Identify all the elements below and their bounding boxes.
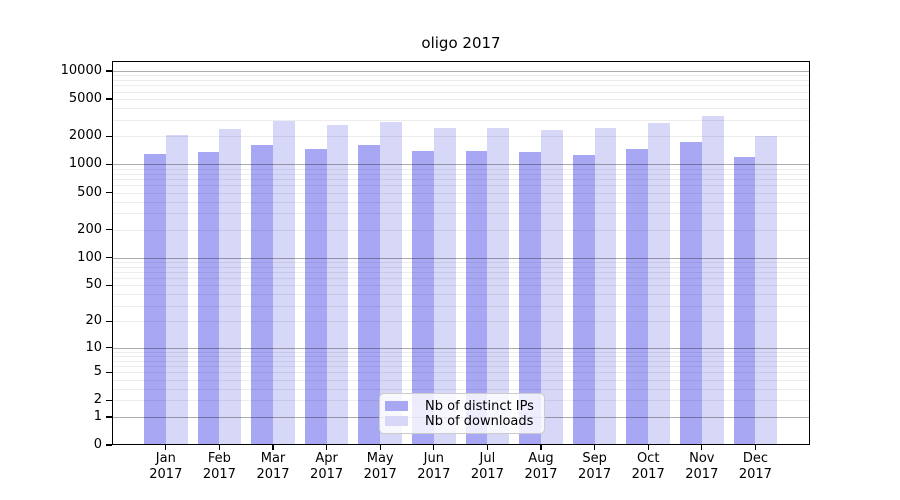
x-tick-label-feb: Feb 2017 [202,451,236,482]
x-tick-label-nov: Nov 2017 [685,451,719,482]
legend: Nb of distinct IPs Nb of downloads [379,393,545,434]
y-tick-label-50: 50 [85,277,102,293]
legend-label-downloads: Nb of downloads [425,413,534,429]
x-tick-mark-aug [540,445,542,450]
y-tick-mark-500 [106,191,112,194]
legend-item-downloads: Nb of downloads [385,413,538,429]
x-tick-mark-feb [218,445,221,450]
legend-swatch-distinct-ips [385,401,408,411]
bar-ips-sep [572,155,595,445]
bar-ips-mar [251,145,273,445]
x-tick-mark-sep [593,445,596,450]
y-tick-label-2000: 2000 [68,128,102,144]
y-tick-mark-50 [106,284,112,287]
bar-ips-may [358,144,381,445]
y-tick-mark-1 [106,416,112,418]
x-tick-label-dec: Dec 2017 [738,451,772,482]
y-tick-mark-1000 [106,163,112,166]
bar-downloads-mar [273,121,295,445]
x-tick-label-may: May 2017 [363,451,397,482]
bar-ips-feb [197,151,220,445]
chart-title: oligo 2017 [421,34,501,52]
bar-downloads-jul [487,128,510,445]
y-tick-mark-2000 [106,135,112,138]
bar-downloads-aug [541,130,563,445]
y-tick-mark-200 [106,228,112,231]
y-tick-label-20: 20 [85,313,102,329]
bar-downloads-jun [433,128,456,445]
legend-item-distinct-ips: Nb of distinct IPs [385,398,538,414]
bar-ips-jul [465,151,488,445]
y-tick-label-5: 5 [93,364,102,380]
x-tick-label-sep: Sep 2017 [578,451,612,482]
y-tick-mark-10000 [106,70,112,72]
bar-downloads-apr [326,125,349,445]
legend-swatch-downloads [385,416,408,426]
bar-downloads-sep [594,128,617,445]
x-tick-mark-jul [486,445,489,450]
x-tick-mark-apr [325,445,328,450]
bar-ips-aug [519,152,541,445]
x-tick-mark-mar [272,445,274,450]
x-tick-label-mar: Mar 2017 [256,451,290,482]
x-tick-label-apr: Apr 2017 [310,451,344,482]
x-tick-mark-oct [647,445,649,450]
y-tick-mark-5 [106,371,112,373]
bar-ips-jun [412,150,434,445]
y-tick-label-5000: 5000 [68,91,102,107]
x-tick-mark-jun [433,445,435,450]
bar-downloads-feb [219,129,242,445]
bar-ips-apr [304,148,327,445]
y-tick-mark-0 [106,444,112,446]
bar-ips-dec [733,156,756,445]
y-tick-label-2: 2 [93,392,102,408]
y-tick-label-0: 0 [93,437,102,452]
y-tick-label-1: 1 [93,408,102,424]
x-tick-mark-may [379,445,381,450]
bar-downloads-oct [648,123,670,445]
x-tick-mark-dec [754,445,757,450]
bar-downloads-jan [165,134,188,445]
y-tick-label-10000: 10000 [60,63,102,78]
y-tick-label-500: 500 [77,184,102,200]
y-tick-label-1000: 1000 [68,156,102,172]
x-tick-label-aug: Aug 2017 [524,451,558,482]
x-tick-label-jul: Jul 2017 [470,451,504,482]
y-tick-mark-100 [106,256,112,259]
x-tick-mark-jan [165,445,167,450]
y-tick-label-200: 200 [77,221,102,237]
bar-ips-nov [680,141,702,445]
bar-downloads-nov [701,116,724,445]
x-tick-label-jun: Jun 2017 [417,451,451,482]
x-tick-label-jan: Jan 2017 [149,451,183,482]
legend-label-distinct-ips: Nb of distinct IPs [425,398,534,414]
y-tick-mark-10 [106,346,112,349]
y-tick-label-10: 10 [85,339,102,355]
bar-ips-oct [626,148,649,445]
bars-layer [112,61,810,445]
y-tick-mark-2 [106,399,112,402]
x-tick-label-oct: Oct 2017 [631,451,665,482]
bar-ips-jan [144,153,166,445]
y-tick-mark-20 [106,320,112,323]
y-tick-label-100: 100 [77,249,102,265]
y-tick-mark-5000 [106,98,112,100]
x-tick-mark-nov [701,445,703,450]
bar-downloads-dec [755,135,778,445]
bar-downloads-may [380,122,402,445]
